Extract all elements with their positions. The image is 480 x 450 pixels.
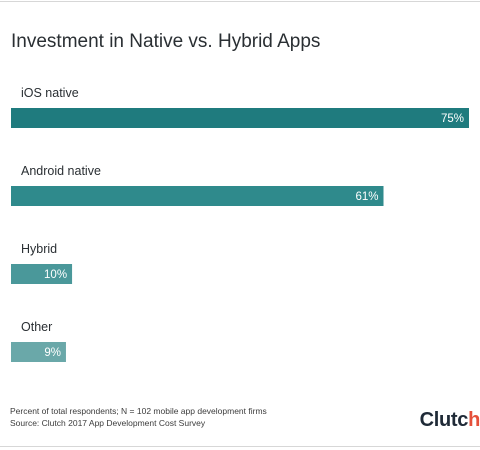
bar-ios-native	[11, 108, 469, 128]
bar-other	[11, 342, 66, 362]
category-label-ios-native: iOS native	[21, 86, 79, 100]
chart-title: Investment in Native vs. Hybrid Apps	[11, 31, 321, 52]
value-label-other: 9%	[44, 347, 61, 359]
value-label-ios-native: 75%	[441, 113, 464, 125]
value-label-android-native: 61%	[355, 191, 378, 203]
footnote: Percent of total respondents; N = 102 mo…	[10, 406, 267, 416]
source-note: Source: Clutch 2017 App Development Cost…	[10, 418, 206, 428]
bar-chart: iOS native 75% Android native 61% Hybrid 10% O…	[11, 86, 469, 362]
category-label-android-native: Android native	[21, 164, 101, 178]
bar-hybrid	[11, 264, 73, 284]
top-divider	[0, 1, 480, 2]
bar-android-native	[11, 186, 384, 206]
value-label-hybrid: 10%	[44, 269, 67, 281]
bottom-divider	[0, 446, 480, 447]
category-label-other: Other	[21, 320, 52, 334]
clutch-logo: Clutch	[419, 409, 480, 431]
category-label-hybrid: Hybrid	[21, 242, 57, 256]
